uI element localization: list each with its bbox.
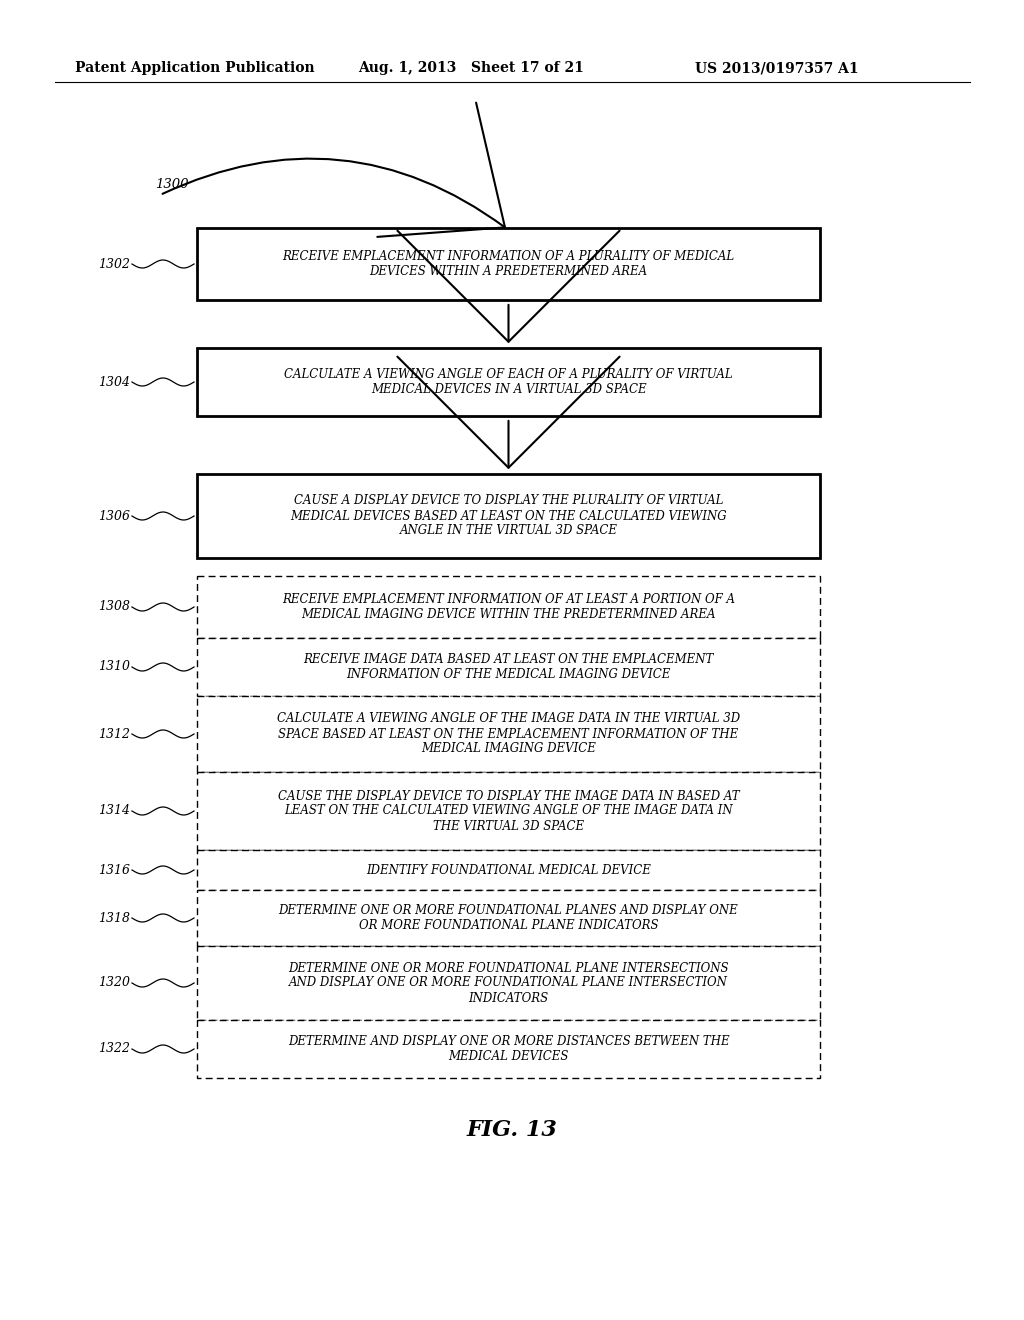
Text: CAUSE A DISPLAY DEVICE TO DISPLAY THE PLURALITY OF VIRTUAL
MEDICAL DEVICES BASED: CAUSE A DISPLAY DEVICE TO DISPLAY THE PL… <box>290 495 727 537</box>
Bar <box>197 696 820 772</box>
Text: 1308: 1308 <box>98 601 130 614</box>
Text: CALCULATE A VIEWING ANGLE OF THE IMAGE DATA IN THE VIRTUAL 3D
SPACE BASED AT LEA: CALCULATE A VIEWING ANGLE OF THE IMAGE D… <box>276 713 740 755</box>
Bar <box>197 576 820 638</box>
Text: RECEIVE EMPLACEMENT INFORMATION OF AT LEAST A PORTION OF A
MEDICAL IMAGING DEVIC: RECEIVE EMPLACEMENT INFORMATION OF AT LE… <box>282 593 735 620</box>
Bar <box>197 228 820 300</box>
Text: 1310: 1310 <box>98 660 130 673</box>
Text: 1318: 1318 <box>98 912 130 924</box>
Text: RECEIVE EMPLACEMENT INFORMATION OF A PLURALITY OF MEDICAL
DEVICES WITHIN A PREDE: RECEIVE EMPLACEMENT INFORMATION OF A PLU… <box>283 249 734 279</box>
Text: 1312: 1312 <box>98 727 130 741</box>
Text: 1314: 1314 <box>98 804 130 817</box>
Bar <box>197 890 820 946</box>
Bar <box>197 638 820 696</box>
Text: DETERMINE ONE OR MORE FOUNDATIONAL PLANE INTERSECTIONS
AND DISPLAY ONE OR MORE F: DETERMINE ONE OR MORE FOUNDATIONAL PLANE… <box>288 961 729 1005</box>
Text: 1304: 1304 <box>98 375 130 388</box>
Text: 1320: 1320 <box>98 977 130 990</box>
Bar <box>197 474 820 558</box>
Text: 1322: 1322 <box>98 1043 130 1056</box>
Bar <box>197 1020 820 1078</box>
Text: US 2013/0197357 A1: US 2013/0197357 A1 <box>695 61 859 75</box>
Text: Aug. 1, 2013   Sheet 17 of 21: Aug. 1, 2013 Sheet 17 of 21 <box>358 61 584 75</box>
Bar <box>197 850 820 890</box>
Text: RECEIVE IMAGE DATA BASED AT LEAST ON THE EMPLACEMENT
INFORMATION OF THE MEDICAL : RECEIVE IMAGE DATA BASED AT LEAST ON THE… <box>303 653 714 681</box>
Text: 1306: 1306 <box>98 510 130 523</box>
Text: DETERMINE AND DISPLAY ONE OR MORE DISTANCES BETWEEN THE
MEDICAL DEVICES: DETERMINE AND DISPLAY ONE OR MORE DISTAN… <box>288 1035 729 1063</box>
Text: FIG. 13: FIG. 13 <box>467 1119 557 1140</box>
Text: Patent Application Publication: Patent Application Publication <box>75 61 314 75</box>
Text: 1316: 1316 <box>98 863 130 876</box>
Text: 1300: 1300 <box>155 178 188 191</box>
Text: CAUSE THE DISPLAY DEVICE TO DISPLAY THE IMAGE DATA IN BASED AT
LEAST ON THE CALC: CAUSE THE DISPLAY DEVICE TO DISPLAY THE … <box>278 789 739 833</box>
Text: IDENTIFY FOUNDATIONAL MEDICAL DEVICE: IDENTIFY FOUNDATIONAL MEDICAL DEVICE <box>366 863 651 876</box>
Bar <box>197 946 820 1020</box>
Text: CALCULATE A VIEWING ANGLE OF EACH OF A PLURALITY OF VIRTUAL
MEDICAL DEVICES IN A: CALCULATE A VIEWING ANGLE OF EACH OF A P… <box>285 368 733 396</box>
Text: DETERMINE ONE OR MORE FOUNDATIONAL PLANES AND DISPLAY ONE
OR MORE FOUNDATIONAL P: DETERMINE ONE OR MORE FOUNDATIONAL PLANE… <box>279 904 738 932</box>
Bar <box>197 772 820 850</box>
Bar <box>197 348 820 416</box>
Text: 1302: 1302 <box>98 257 130 271</box>
